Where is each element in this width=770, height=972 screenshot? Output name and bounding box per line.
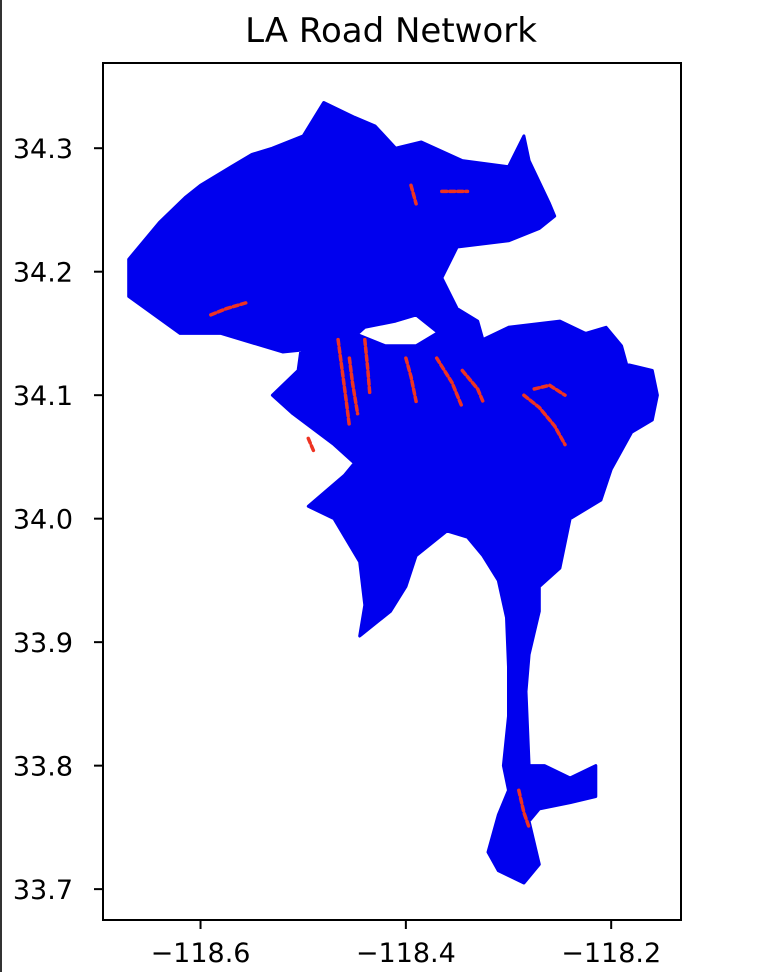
- y-tick-label: 34.0: [13, 505, 73, 536]
- axes-frame: [102, 62, 682, 921]
- highlighted-road-segment: [434, 356, 465, 410]
- x-tick-label: −118.4: [356, 938, 456, 969]
- highlighted-road-segment: [532, 383, 567, 397]
- highlighted-road-segment: [460, 368, 485, 404]
- axis-ticks: −118.6 −118.4 −118.2 33.7 33.8 33.9 34.0 34.1 34…: [13, 134, 661, 969]
- chart-title: LA Road Network: [245, 11, 537, 51]
- highlighted-road-segment: [347, 356, 360, 416]
- left-border: [0, 0, 2, 972]
- highlighted-road-segment: [522, 393, 567, 447]
- x-tick-label: −118.2: [561, 938, 661, 969]
- y-tick-label: 34.2: [13, 258, 73, 289]
- plot-area: [127, 101, 659, 885]
- y-tick-label: 34.1: [13, 381, 73, 412]
- road-network-area: [127, 101, 659, 885]
- y-tick-label: 33.9: [13, 628, 73, 659]
- highlighted-road-segment: [306, 436, 316, 453]
- highlighted-road-segment: [209, 300, 249, 317]
- x-tick-label: −118.6: [151, 938, 251, 969]
- y-tick-label: 34.3: [13, 134, 73, 165]
- highlighted-road-segment: [404, 356, 418, 404]
- highlighted-road-segment: [517, 788, 531, 830]
- highlighted-road-segment: [336, 337, 352, 428]
- y-tick-label: 33.8: [13, 752, 73, 783]
- highlighted-road-segment: [409, 183, 418, 206]
- y-tick-label: 33.7: [13, 875, 73, 906]
- highlighted-road-segment: [363, 337, 372, 397]
